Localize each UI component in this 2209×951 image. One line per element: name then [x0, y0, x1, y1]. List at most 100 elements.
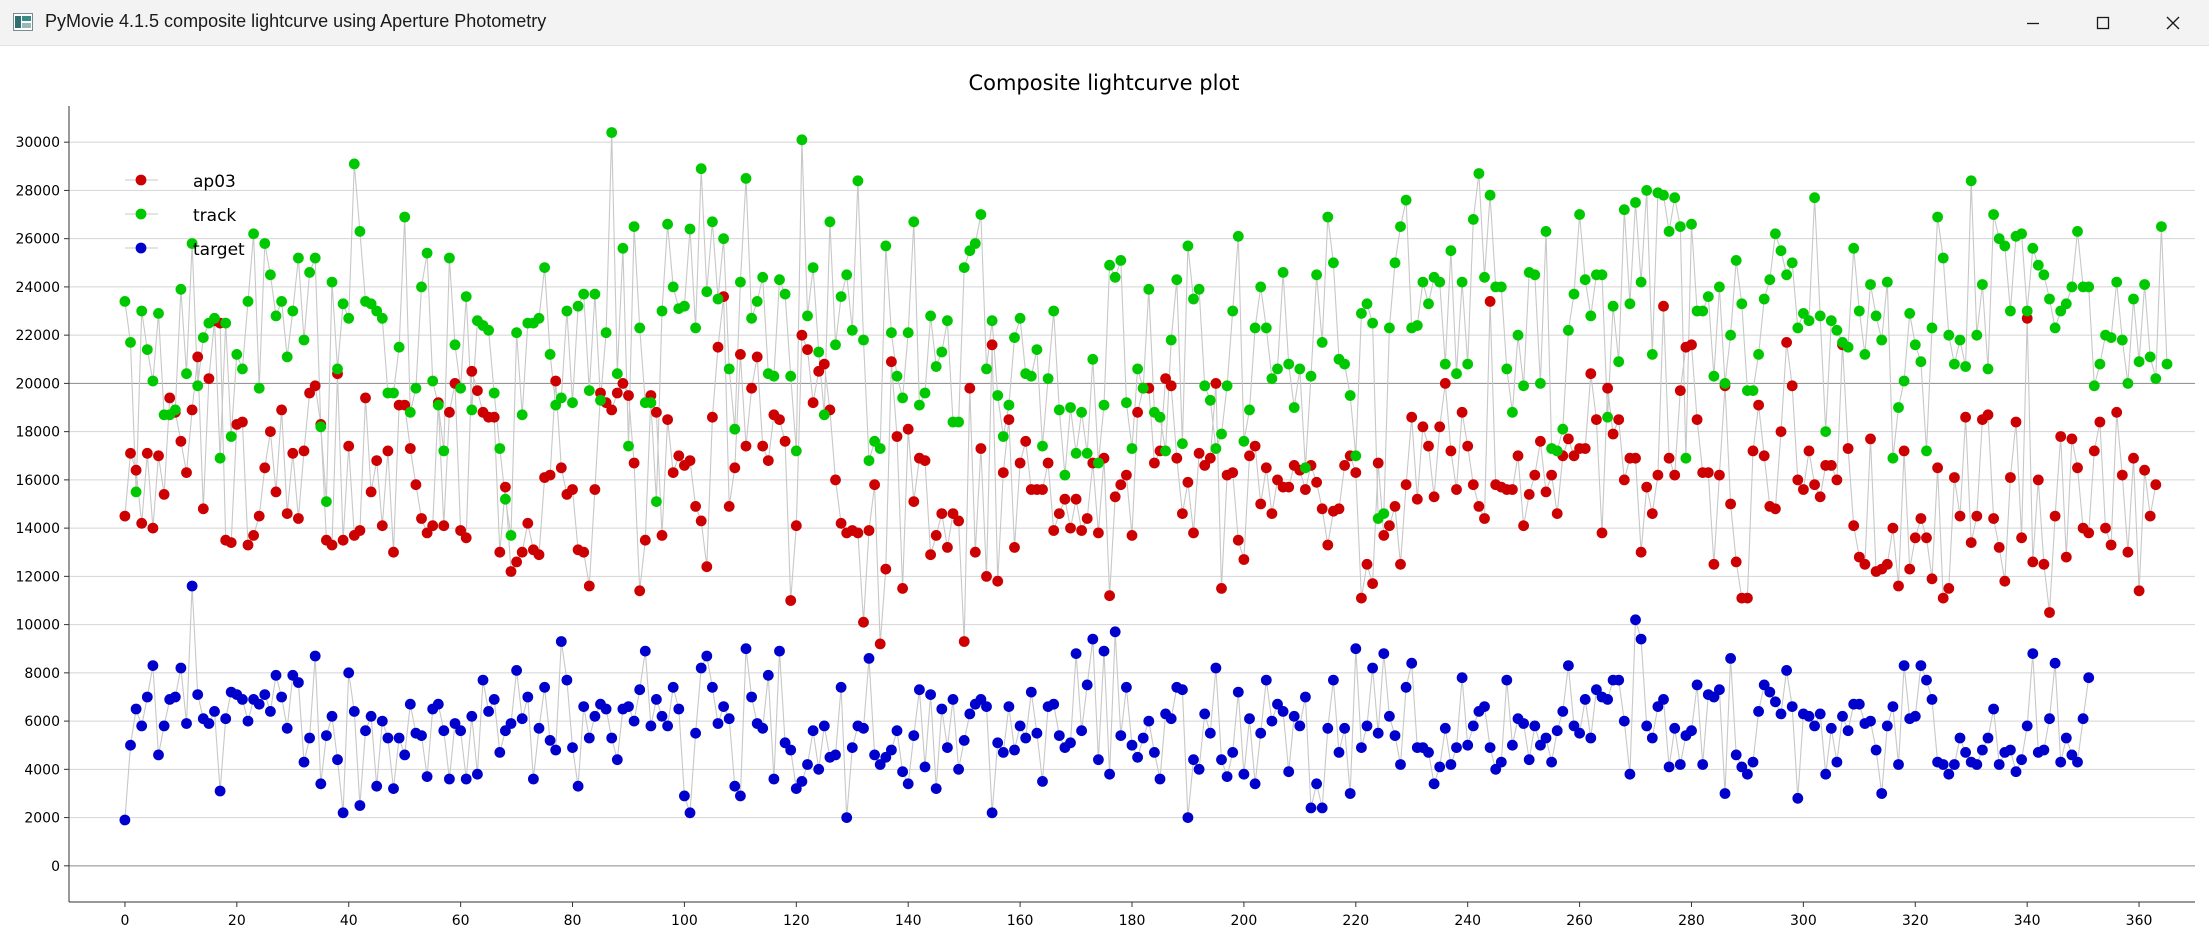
data-point-ap03	[701, 561, 713, 573]
data-point-track	[1434, 276, 1446, 288]
data-point-target	[1921, 674, 1932, 686]
data-point-target	[1646, 732, 1658, 744]
data-point-track	[690, 322, 701, 334]
data-point-target	[914, 684, 925, 696]
data-point-target	[2077, 713, 2089, 725]
data-point-ap03	[505, 566, 517, 577]
maximize-button[interactable]	[2068, 0, 2138, 45]
data-point-target	[1635, 633, 1647, 645]
data-point-track	[1977, 279, 1988, 290]
data-point-ap03	[181, 467, 192, 478]
data-point-ap03	[667, 467, 679, 478]
data-point-target	[1328, 674, 1339, 686]
data-point-target	[623, 701, 634, 712]
data-point-track	[567, 397, 578, 409]
data-point-target	[1786, 701, 1798, 712]
data-point-ap03	[1193, 447, 1205, 459]
data-point-target	[1009, 744, 1020, 756]
data-point-ap03	[880, 563, 892, 575]
data-point-track	[1999, 240, 2011, 252]
data-point-target	[718, 701, 729, 712]
data-point-track	[1400, 194, 1412, 206]
data-point-target	[1529, 720, 1541, 732]
data-point-track	[1384, 322, 1395, 334]
data-point-ap03	[1954, 510, 1966, 522]
data-point-target	[656, 710, 668, 722]
data-point-ap03	[617, 378, 629, 389]
data-point-target	[539, 681, 550, 693]
data-point-target	[1495, 756, 1507, 768]
data-point-target	[1725, 653, 1736, 664]
data-point-ap03	[1971, 510, 1983, 522]
data-point-track	[1848, 242, 1860, 254]
data-point-ap03	[1618, 474, 1630, 486]
data-point-target	[455, 725, 466, 737]
data-point-track	[790, 445, 802, 457]
data-point-ap03	[1188, 527, 1199, 539]
data-point-track	[1031, 344, 1043, 355]
data-point-ap03	[186, 404, 198, 416]
close-button[interactable]	[2138, 0, 2208, 45]
data-point-ap03	[265, 426, 276, 437]
data-point-target	[421, 771, 433, 782]
data-point-ap03	[947, 508, 959, 519]
data-point-target	[1876, 788, 1888, 799]
data-point-track	[723, 363, 735, 375]
data-point-ap03	[1451, 484, 1462, 495]
data-point-ap03	[852, 527, 864, 539]
data-point-target	[1025, 686, 1037, 698]
data-point-track	[1484, 189, 1496, 201]
data-point-target	[1434, 761, 1446, 773]
data-point-track	[326, 276, 338, 288]
data-point-ap03	[762, 455, 774, 466]
data-point-target	[444, 773, 455, 785]
data-point-track	[936, 346, 948, 358]
data-point-ap03	[427, 520, 439, 532]
data-point-track	[2105, 332, 2117, 343]
chart-title: Composite lightcurve plot	[968, 71, 1239, 95]
data-point-ap03	[388, 546, 399, 558]
data-point-track	[1781, 269, 1792, 281]
data-point-target	[298, 756, 310, 768]
data-point-target	[1546, 756, 1557, 768]
data-point-ap03	[1512, 450, 1524, 462]
data-point-target	[639, 645, 651, 657]
data-point-ap03	[192, 351, 204, 363]
data-point-ap03	[354, 525, 366, 536]
data-point-target	[1451, 742, 1462, 753]
data-point-track	[2094, 358, 2106, 370]
data-point-track	[1288, 402, 1300, 413]
data-point-ap03	[2044, 607, 2055, 618]
data-point-track	[1467, 214, 1479, 225]
data-point-target	[315, 778, 327, 790]
data-point-ap03	[746, 382, 757, 394]
data-point-ap03	[2094, 416, 2106, 428]
data-point-ap03	[1126, 530, 1138, 541]
data-point-target	[1960, 747, 1971, 758]
data-point-target	[220, 713, 232, 725]
data-point-ap03	[2116, 469, 2128, 481]
data-point-ap03	[1591, 414, 1602, 425]
data-point-target	[1462, 739, 1474, 751]
data-point-track	[1635, 276, 1647, 288]
data-point-track	[225, 431, 237, 442]
data-point-target	[494, 747, 506, 758]
data-point-target	[1993, 759, 2005, 770]
data-point-target	[1887, 701, 1899, 712]
y-tick-label: 18000	[15, 425, 60, 441]
minimize-button[interactable]	[1998, 0, 2068, 45]
data-point-target	[1014, 720, 1026, 732]
data-point-target	[505, 718, 517, 729]
data-point-target	[1048, 698, 1060, 710]
data-point-ap03	[1949, 472, 1960, 483]
data-point-track	[1753, 349, 1764, 360]
data-point-target	[153, 749, 164, 761]
data-point-target	[1266, 715, 1278, 727]
data-point-target	[516, 713, 528, 725]
data-point-ap03	[785, 595, 797, 606]
data-point-target	[1367, 662, 1378, 674]
data-point-target	[1121, 681, 1132, 693]
data-point-target	[846, 742, 858, 753]
data-point-target	[897, 766, 908, 778]
data-point-target	[1764, 686, 1776, 698]
